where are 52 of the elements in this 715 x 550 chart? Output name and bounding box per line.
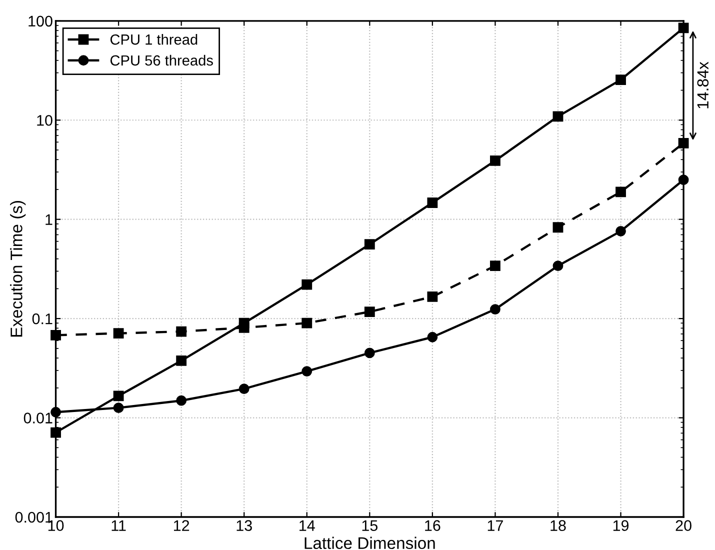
y-tick-label: 1: [46, 214, 52, 225]
point: [678, 174, 689, 186]
legend-label: CPU 1 thread: [110, 34, 198, 45]
point: [364, 348, 375, 358]
point: [427, 198, 438, 208]
point: [302, 366, 312, 377]
point: [238, 322, 250, 333]
x-tick-label: 17: [488, 520, 503, 531]
text: 14.84x: [697, 62, 709, 108]
point: [427, 332, 438, 342]
point: [616, 226, 626, 236]
point: [552, 260, 564, 272]
x-tick-label: 20: [676, 520, 692, 531]
point: [176, 326, 187, 337]
point: [50, 427, 61, 438]
point: [678, 22, 689, 34]
point: [552, 111, 564, 122]
point: [113, 390, 124, 402]
point: [490, 304, 500, 314]
point: [50, 330, 61, 340]
y-tick-label: 0.1: [32, 313, 52, 324]
point: [678, 138, 689, 148]
x-tick-label: 18: [550, 520, 566, 531]
point: [490, 260, 500, 272]
point: [364, 239, 375, 250]
y-axis-title: Execution Time (s): [10, 200, 26, 337]
y-tick-label: 100: [28, 16, 52, 27]
x-axis-title: Lattice Dimension: [304, 536, 435, 550]
point: [490, 155, 500, 166]
x-tick-label: 16: [425, 520, 440, 531]
point: [238, 384, 250, 394]
point: [113, 328, 124, 339]
y-tick-label: 0.01: [24, 412, 52, 424]
point: [616, 186, 626, 198]
x-tick-label: 13: [236, 520, 252, 531]
point: [302, 318, 312, 328]
point: [302, 279, 312, 290]
x-tick-label: 14: [300, 520, 315, 531]
point: [113, 402, 124, 414]
point: [50, 406, 61, 418]
point: [616, 74, 626, 85]
legend-label: CPU 56 threads: [110, 54, 213, 66]
x-tick-label: 15: [362, 520, 378, 531]
x-tick-label: 11: [112, 520, 126, 531]
point: [176, 356, 187, 366]
x-tick-label: 12: [174, 520, 190, 531]
point: [364, 306, 375, 318]
point: [552, 222, 564, 233]
point: [176, 395, 187, 406]
point: [427, 292, 438, 302]
y-tick-label: 10: [37, 114, 52, 126]
x-tick-label: 19: [613, 520, 629, 531]
